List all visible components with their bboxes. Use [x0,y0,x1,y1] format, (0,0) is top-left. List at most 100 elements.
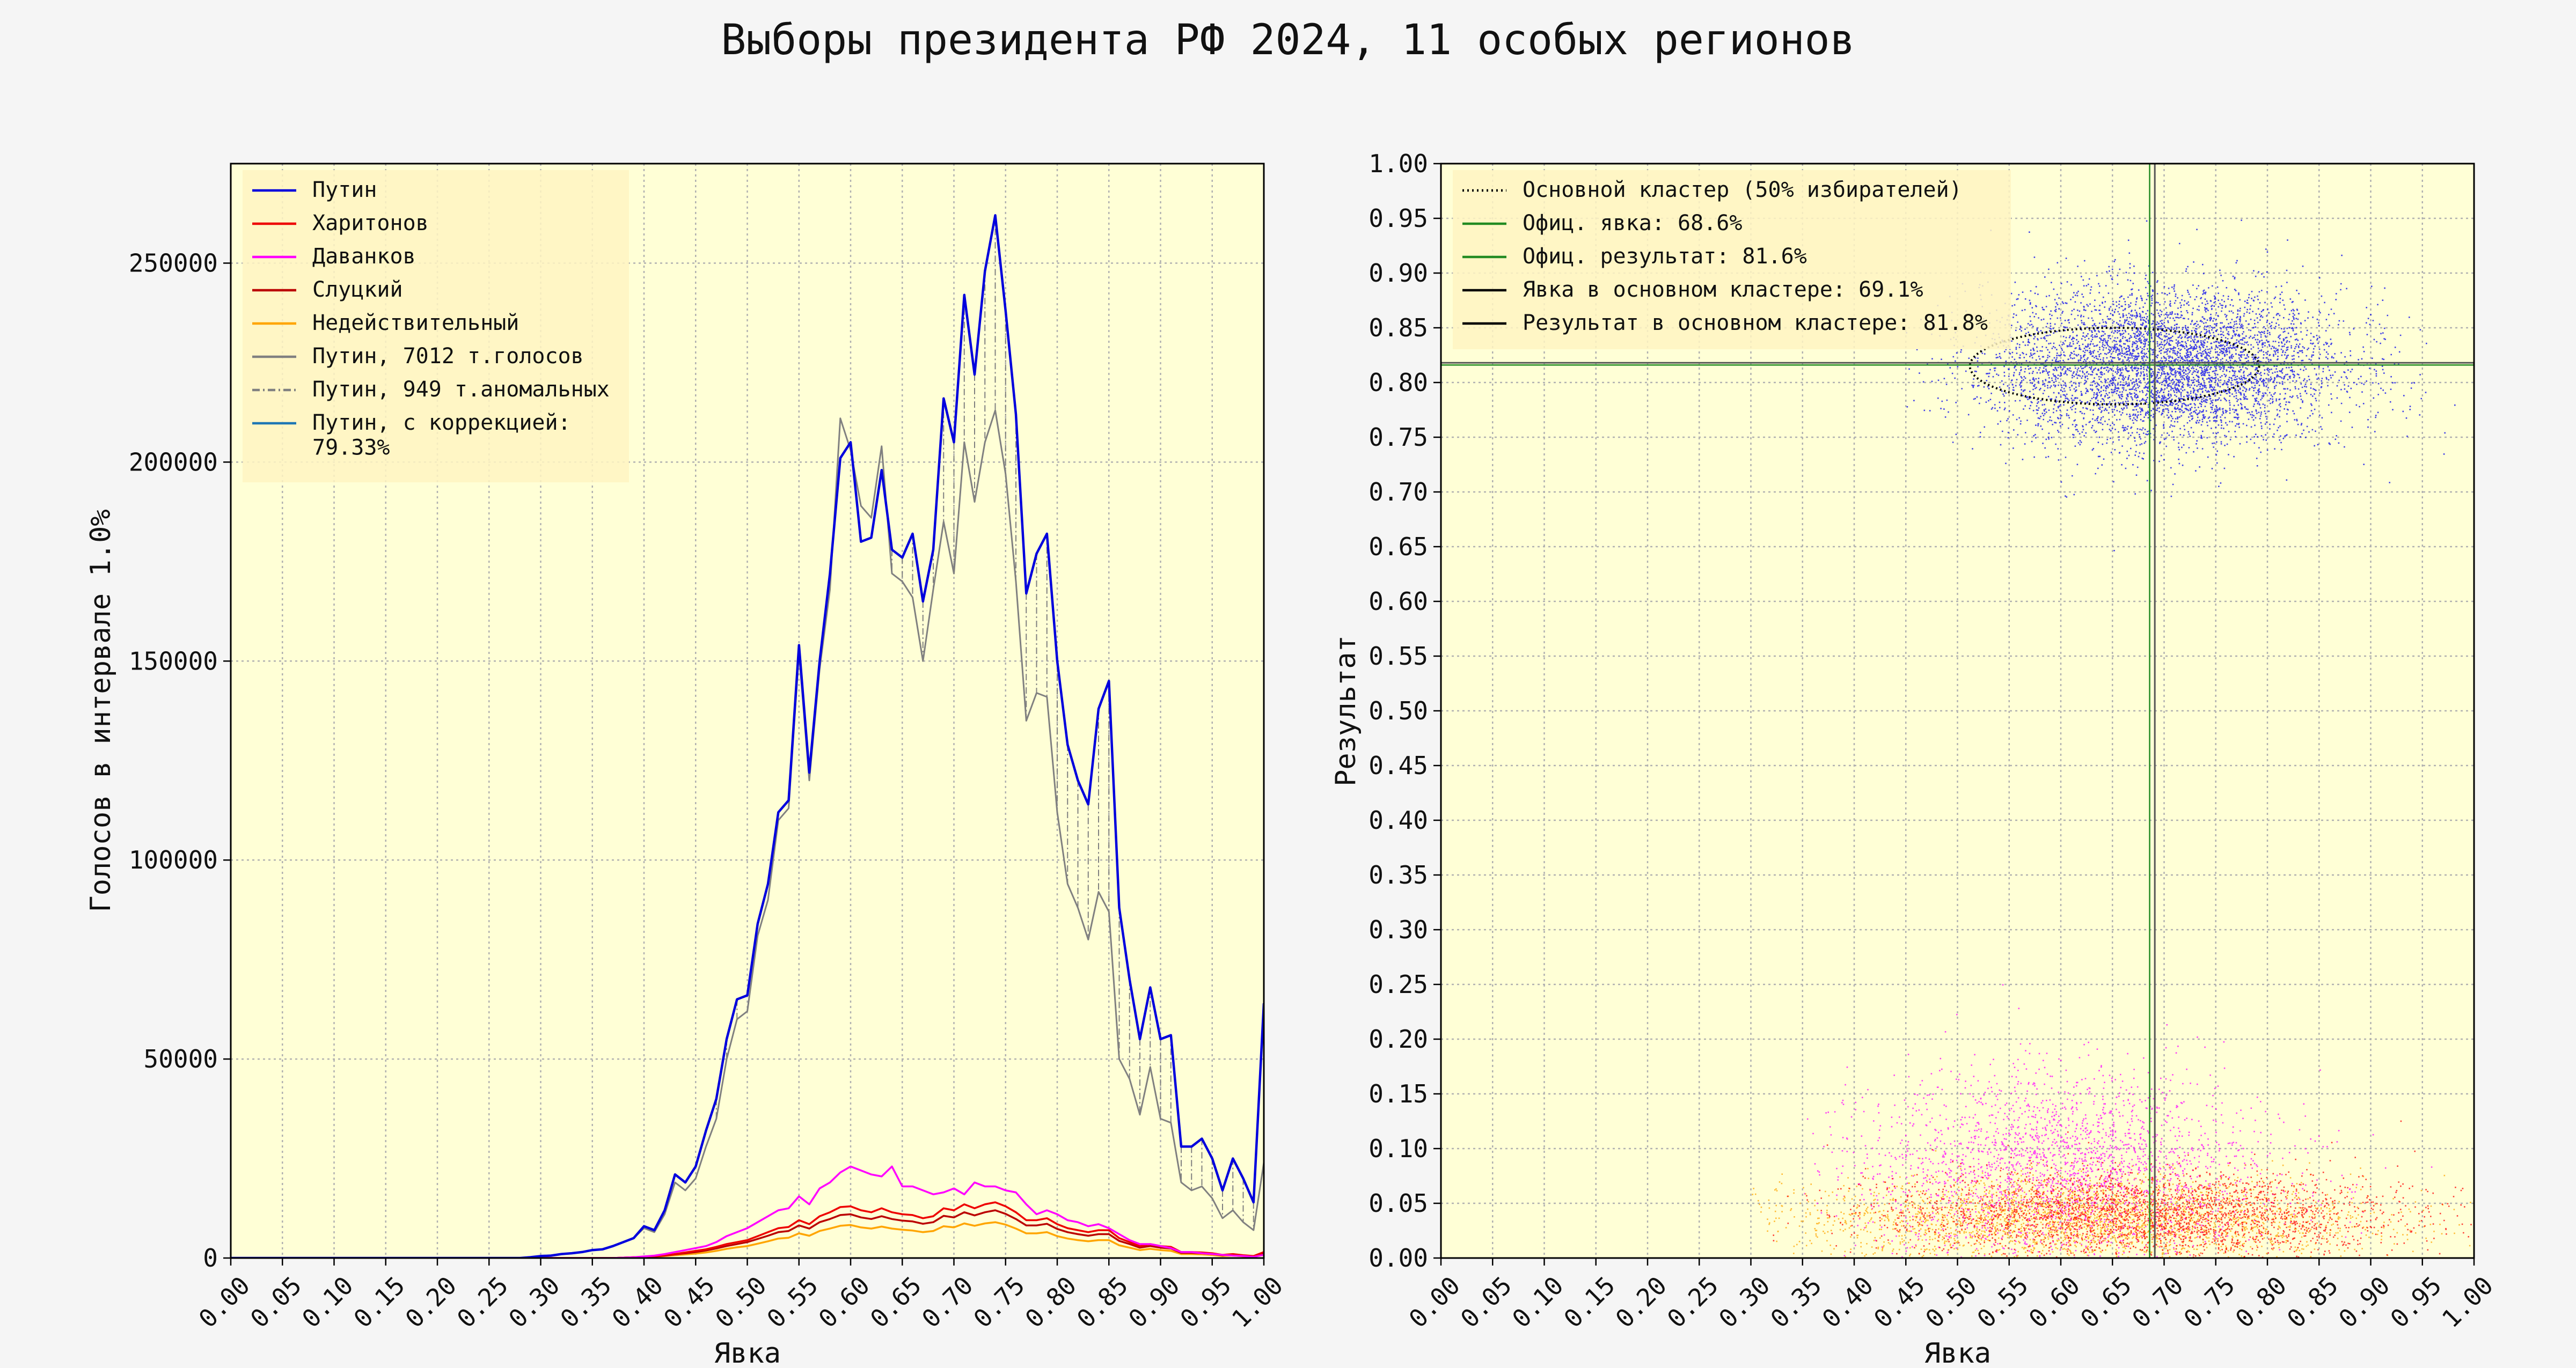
x-tick-label: 0.00 [193,1271,256,1334]
x-tick-label: 0.70 [2126,1271,2189,1334]
x-tick-label: 0.90 [2333,1271,2396,1334]
x-tick-label: 0.95 [2384,1271,2447,1334]
y-tick-label: 0.60 [1368,587,1428,616]
y-tick-label: 0.35 [1368,860,1428,889]
y-tick-label: 0.25 [1368,970,1428,999]
x-tick-label: 0.25 [1662,1271,1724,1334]
y-tick-label: 0.05 [1368,1189,1428,1218]
page-title: Выборы президента РФ 2024, 11 особых рег… [721,16,1855,64]
y-tick-label: 200000 [129,447,218,476]
x-tick-label: 0.80 [2230,1271,2293,1334]
series-line-Даванков [231,1165,1264,1258]
x-tick-label: 1.00 [1226,1271,1289,1334]
legend-label: Недействительный [312,311,519,335]
scatter-cluster-Харитонов [1773,1120,2472,1258]
x-tick-label: 0.75 [2178,1271,2241,1334]
legend-left [243,170,629,482]
main-cluster-ellipse [1968,327,2260,406]
x-tick-label: 0.45 [1868,1271,1931,1334]
y-tick-label: 0.15 [1368,1079,1428,1108]
legend-label: Даванков [312,244,416,269]
y-tick-label: 0.70 [1368,477,1428,506]
x-tick-label: 0.05 [1455,1271,1518,1334]
legend-label: Путин [312,178,377,202]
x-tick-label: 0.10 [1506,1271,1569,1334]
legend-label: Результат в основном кластере: 81.8% [1523,311,1988,335]
scatter-points [1441,164,2474,1258]
y-tick-label: 1.00 [1368,149,1428,178]
x-tick-label: 0.35 [554,1271,617,1334]
axes-frame [230,163,1265,1259]
turnout-histogram-chart: 0.000.050.100.150.200.250.300.350.400.45… [85,163,1289,1368]
x-tick-label: 0.15 [1558,1271,1621,1334]
y-tick-label: 150000 [129,646,218,675]
x-tick-label: 0.85 [2281,1271,2344,1334]
legend-label: Слуцкий [312,277,403,302]
y-tick-label: 0.20 [1368,1025,1428,1054]
x-tick-label: 0.10 [296,1271,359,1334]
x-tick-label: 0.65 [2075,1271,2138,1334]
x-tick-label: 0.90 [1123,1271,1185,1334]
y-tick-label: 0.30 [1368,915,1428,944]
y-tick-label: 0.80 [1368,368,1428,397]
legend-label: Путин, 7012 т.голосов [312,344,584,369]
legend-label: 79.33% [312,436,390,460]
x-tick-label: 0.30 [503,1271,566,1334]
x-tick-label: 0.55 [761,1271,824,1334]
scatter-cluster-Путин [1906,219,2456,551]
legend-label: Офиц. явка: 68.6% [1523,211,1742,236]
y-axis-label: Голосов в интервале 1.0% [85,509,117,912]
y-tick-label: 0.55 [1368,642,1428,671]
y-tick-label: 0.00 [1368,1244,1428,1273]
x-tick-label: 0.95 [1174,1271,1237,1334]
axes-frame [1440,163,2475,1259]
x-tick-label: 0.30 [1713,1271,1776,1334]
x-axis-label: Явка [714,1337,781,1368]
x-tick-label: 0.80 [1020,1271,1082,1334]
x-tick-label: 0.70 [916,1271,979,1334]
y-tick-label: 50000 [144,1045,218,1073]
series-line-Путин [231,214,1264,1258]
x-tick-label: 0.20 [400,1271,463,1334]
y-tick-label: 0.10 [1368,1134,1428,1163]
y-axis-label: Результат [1330,635,1362,786]
y-tick-label: 0.85 [1368,313,1428,342]
x-tick-label: 0.75 [968,1271,1030,1334]
x-tick-label: 0.65 [865,1271,927,1334]
x-axis-label: Явка [1924,1337,1991,1368]
x-tick-label: 0.20 [1610,1271,1673,1334]
x-tick-label: 0.55 [1971,1271,2034,1334]
x-tick-label: 0.35 [1765,1271,1827,1334]
x-tick-label: 1.00 [2436,1271,2499,1334]
legend-right [1453,170,2011,349]
x-tick-label: 0.85 [1071,1271,1134,1334]
x-tick-label: 0.25 [451,1271,514,1334]
y-tick-label: 0.40 [1368,806,1428,835]
legend-label: Путин, с коррекцией: [312,410,571,435]
y-tick-label: 0 [203,1244,218,1273]
x-tick-label: 0.15 [348,1271,411,1334]
legend-label: Путин, 949 т.аномальных [312,377,610,402]
series-group [231,214,1264,1258]
y-tick-label: 100000 [129,845,218,874]
y-tick-label: 0.50 [1368,696,1428,725]
legend-label: Основной кластер (50% избирателей) [1523,178,1962,202]
y-tick-label: 0.75 [1368,423,1428,452]
x-tick-label: 0.05 [245,1271,308,1334]
x-tick-label: 0.45 [658,1271,721,1334]
turnout-result-scatter-chart: 0.000.050.100.150.200.250.300.350.400.45… [1330,149,2499,1368]
y-tick-label: 250000 [129,248,218,277]
x-tick-label: 0.50 [709,1271,772,1334]
x-tick-label: 0.60 [2023,1271,2086,1334]
x-tick-label: 0.40 [606,1271,669,1334]
x-tick-label: 0.40 [1817,1271,1879,1334]
y-tick-label: 0.90 [1368,259,1428,288]
legend-label: Явка в основном кластере: 69.1% [1523,277,1923,302]
legend-label: Офиц. результат: 81.6% [1523,244,1807,269]
x-tick-label: 0.00 [1403,1271,1466,1334]
x-tick-label: 0.50 [1920,1271,1982,1334]
legend-label: Харитонов [312,211,429,236]
y-tick-label: 0.95 [1368,204,1428,233]
y-tick-label: 0.45 [1368,751,1428,780]
